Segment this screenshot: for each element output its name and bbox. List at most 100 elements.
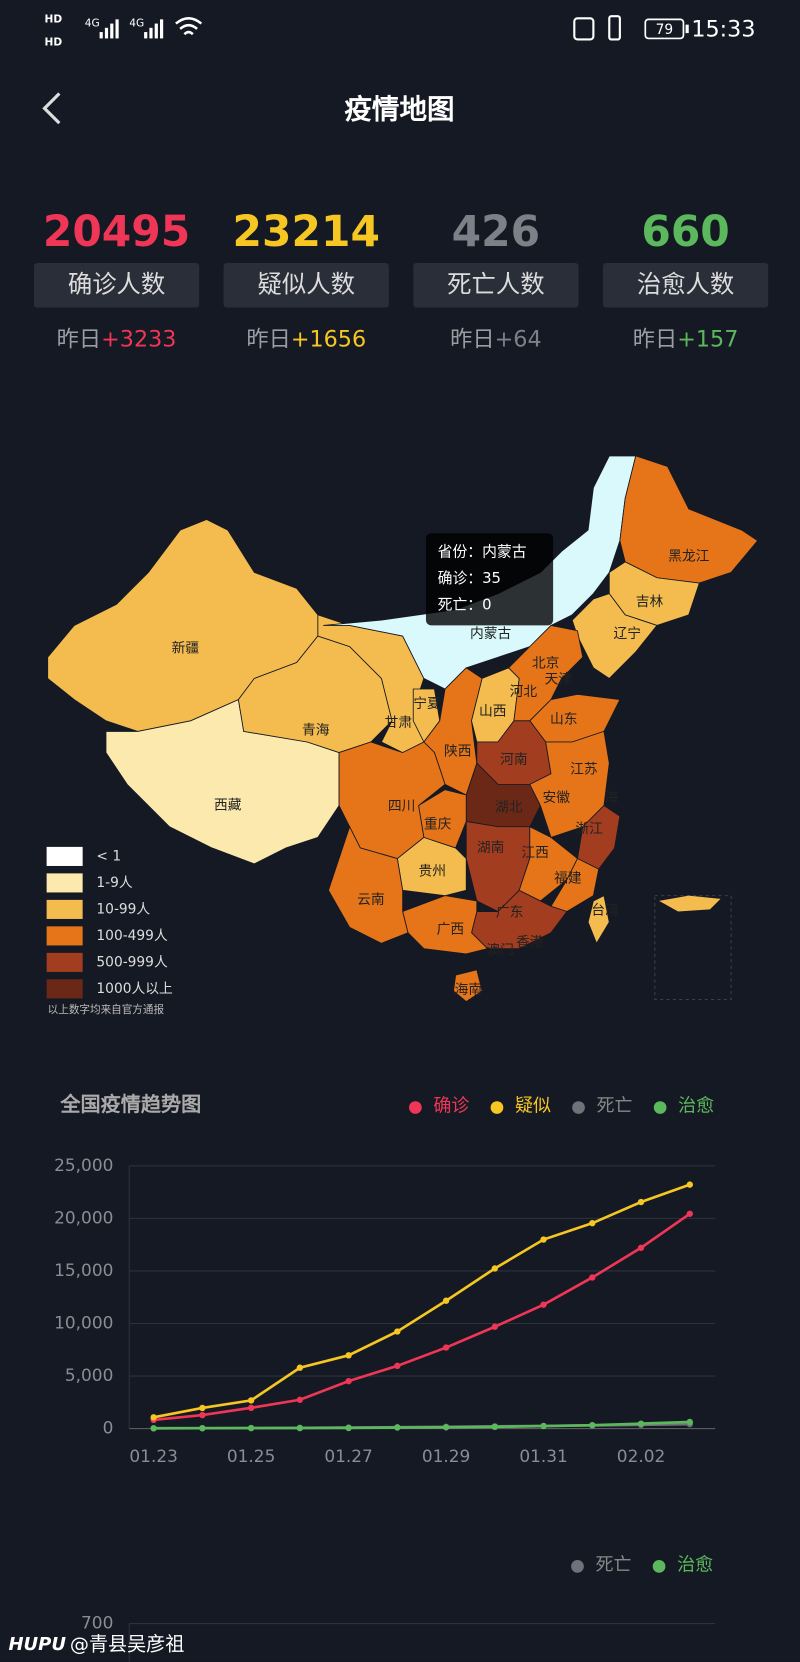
wifi-icon (175, 17, 203, 36)
legend-label: 治愈 (677, 1554, 713, 1575)
legend-label: < 1 (96, 848, 121, 864)
province-label: 浙江 (575, 821, 603, 837)
battery-tip (685, 24, 689, 34)
legend-dot (652, 1560, 666, 1573)
data-point (247, 1404, 255, 1412)
tooltip-row: 确诊：35 (438, 570, 501, 587)
province-label: 甘肃 (385, 715, 413, 731)
network: 4G (129, 18, 144, 30)
nfc-icon (573, 17, 595, 41)
province-label: 重庆 (424, 817, 452, 833)
province-label: 福建 (554, 871, 582, 887)
province-label: 黑龙江 (668, 549, 710, 565)
province-label: 海 (605, 790, 619, 806)
province-label: 河南 (500, 752, 528, 768)
legend-label: 确诊 (433, 1095, 469, 1116)
data-point (199, 1425, 206, 1432)
y-tick-label: 25,000 (54, 1155, 113, 1175)
data-point (686, 1418, 693, 1426)
watermark-user: @青县吴彦祖 (70, 1633, 184, 1655)
data-point (394, 1362, 401, 1370)
data-point (491, 1423, 499, 1430)
province-label: 内蒙古 (470, 626, 512, 642)
legend-label: 500-999人 (96, 954, 168, 970)
province-label: 海南 (455, 982, 483, 998)
legend-dot (490, 1101, 504, 1114)
back-button[interactable] (42, 92, 61, 125)
tooltip-text: 35 (482, 570, 501, 587)
province-label: 安徽 (543, 790, 571, 806)
clock: 15:33 (691, 16, 755, 42)
tooltip (425, 533, 554, 626)
page-title: 疫情地图 (344, 93, 454, 125)
legend-label: 100-499人 (96, 928, 168, 944)
stat-label: 确诊人数 (68, 269, 165, 298)
province-label: 西藏 (214, 798, 242, 814)
data-point (442, 1424, 450, 1431)
legend-dot (571, 1560, 584, 1573)
yesterday-label: 昨日 (633, 326, 678, 352)
province-label: 湖南 (477, 840, 505, 856)
province-label: 四川 (388, 799, 416, 815)
series-line (153, 1420, 690, 1430)
province-label: 山西 (479, 703, 507, 719)
legend-label: 1000人以上 (96, 981, 173, 997)
province-label: 江苏 (570, 762, 598, 778)
network: 4G (85, 18, 100, 30)
legend-label: 治愈 (678, 1095, 714, 1116)
battery-level: 79 (656, 22, 674, 38)
x-tick-label: 01.29 (422, 1446, 471, 1466)
province-shape (402, 895, 489, 955)
tooltip-text: 确诊： (438, 570, 483, 587)
data-point (491, 1323, 499, 1330)
tooltip-text: 0 (482, 596, 491, 613)
data-point (540, 1236, 547, 1243)
data-point (296, 1424, 304, 1432)
province-label: 广西 (437, 922, 465, 938)
data-point (394, 1328, 401, 1335)
watermark-brand: HUPU (8, 1634, 66, 1655)
province-label: 青海 (302, 722, 330, 738)
legend-dot (409, 1101, 422, 1114)
data-point (686, 1210, 693, 1217)
data-point (296, 1364, 304, 1371)
tooltip-text: 省份： (438, 543, 483, 560)
data-point (345, 1352, 352, 1359)
y-tick-label: 5,000 (65, 1365, 114, 1385)
hd-icon: HD (45, 13, 63, 25)
stat-label-box (33, 263, 200, 308)
yesterday-label: 昨日 (246, 326, 290, 352)
data-point (150, 1414, 157, 1421)
tooltip-text: 内蒙古 (482, 543, 527, 560)
data-point (637, 1198, 645, 1206)
data-point (589, 1421, 596, 1429)
yesterday-label: 昨日 (57, 326, 102, 352)
stat-yesterday: 昨日+157 (633, 326, 739, 352)
data-point (247, 1424, 255, 1432)
province-shape (508, 624, 584, 722)
stat-yesterday: 昨日+1656 (246, 326, 366, 352)
stat-number: 20495 (43, 207, 190, 256)
stat-label-box (223, 263, 389, 308)
y-tick-label: 15,000 (54, 1260, 113, 1280)
y-tick-label: 700 (81, 1613, 113, 1633)
stat-yesterday: 昨日+64 (450, 326, 541, 352)
province-label: 吉林 (636, 594, 664, 610)
stat-label-box (413, 263, 579, 308)
tooltip-text: 死亡： (438, 596, 483, 613)
province-shape (587, 895, 610, 945)
sea-inset (654, 895, 732, 1001)
data-point (442, 1297, 450, 1304)
yesterday-change: +64 (495, 326, 542, 352)
province-label: 河北 (510, 684, 538, 700)
data-point (345, 1377, 352, 1385)
data-point (491, 1265, 499, 1272)
legend-swatch (46, 979, 83, 999)
province-shape (571, 593, 658, 679)
yesterday-change: +3233 (101, 326, 176, 352)
x-tick-label: 01.25 (227, 1446, 276, 1466)
hd-icon: HD (45, 37, 63, 49)
signal-icons (99, 19, 164, 39)
